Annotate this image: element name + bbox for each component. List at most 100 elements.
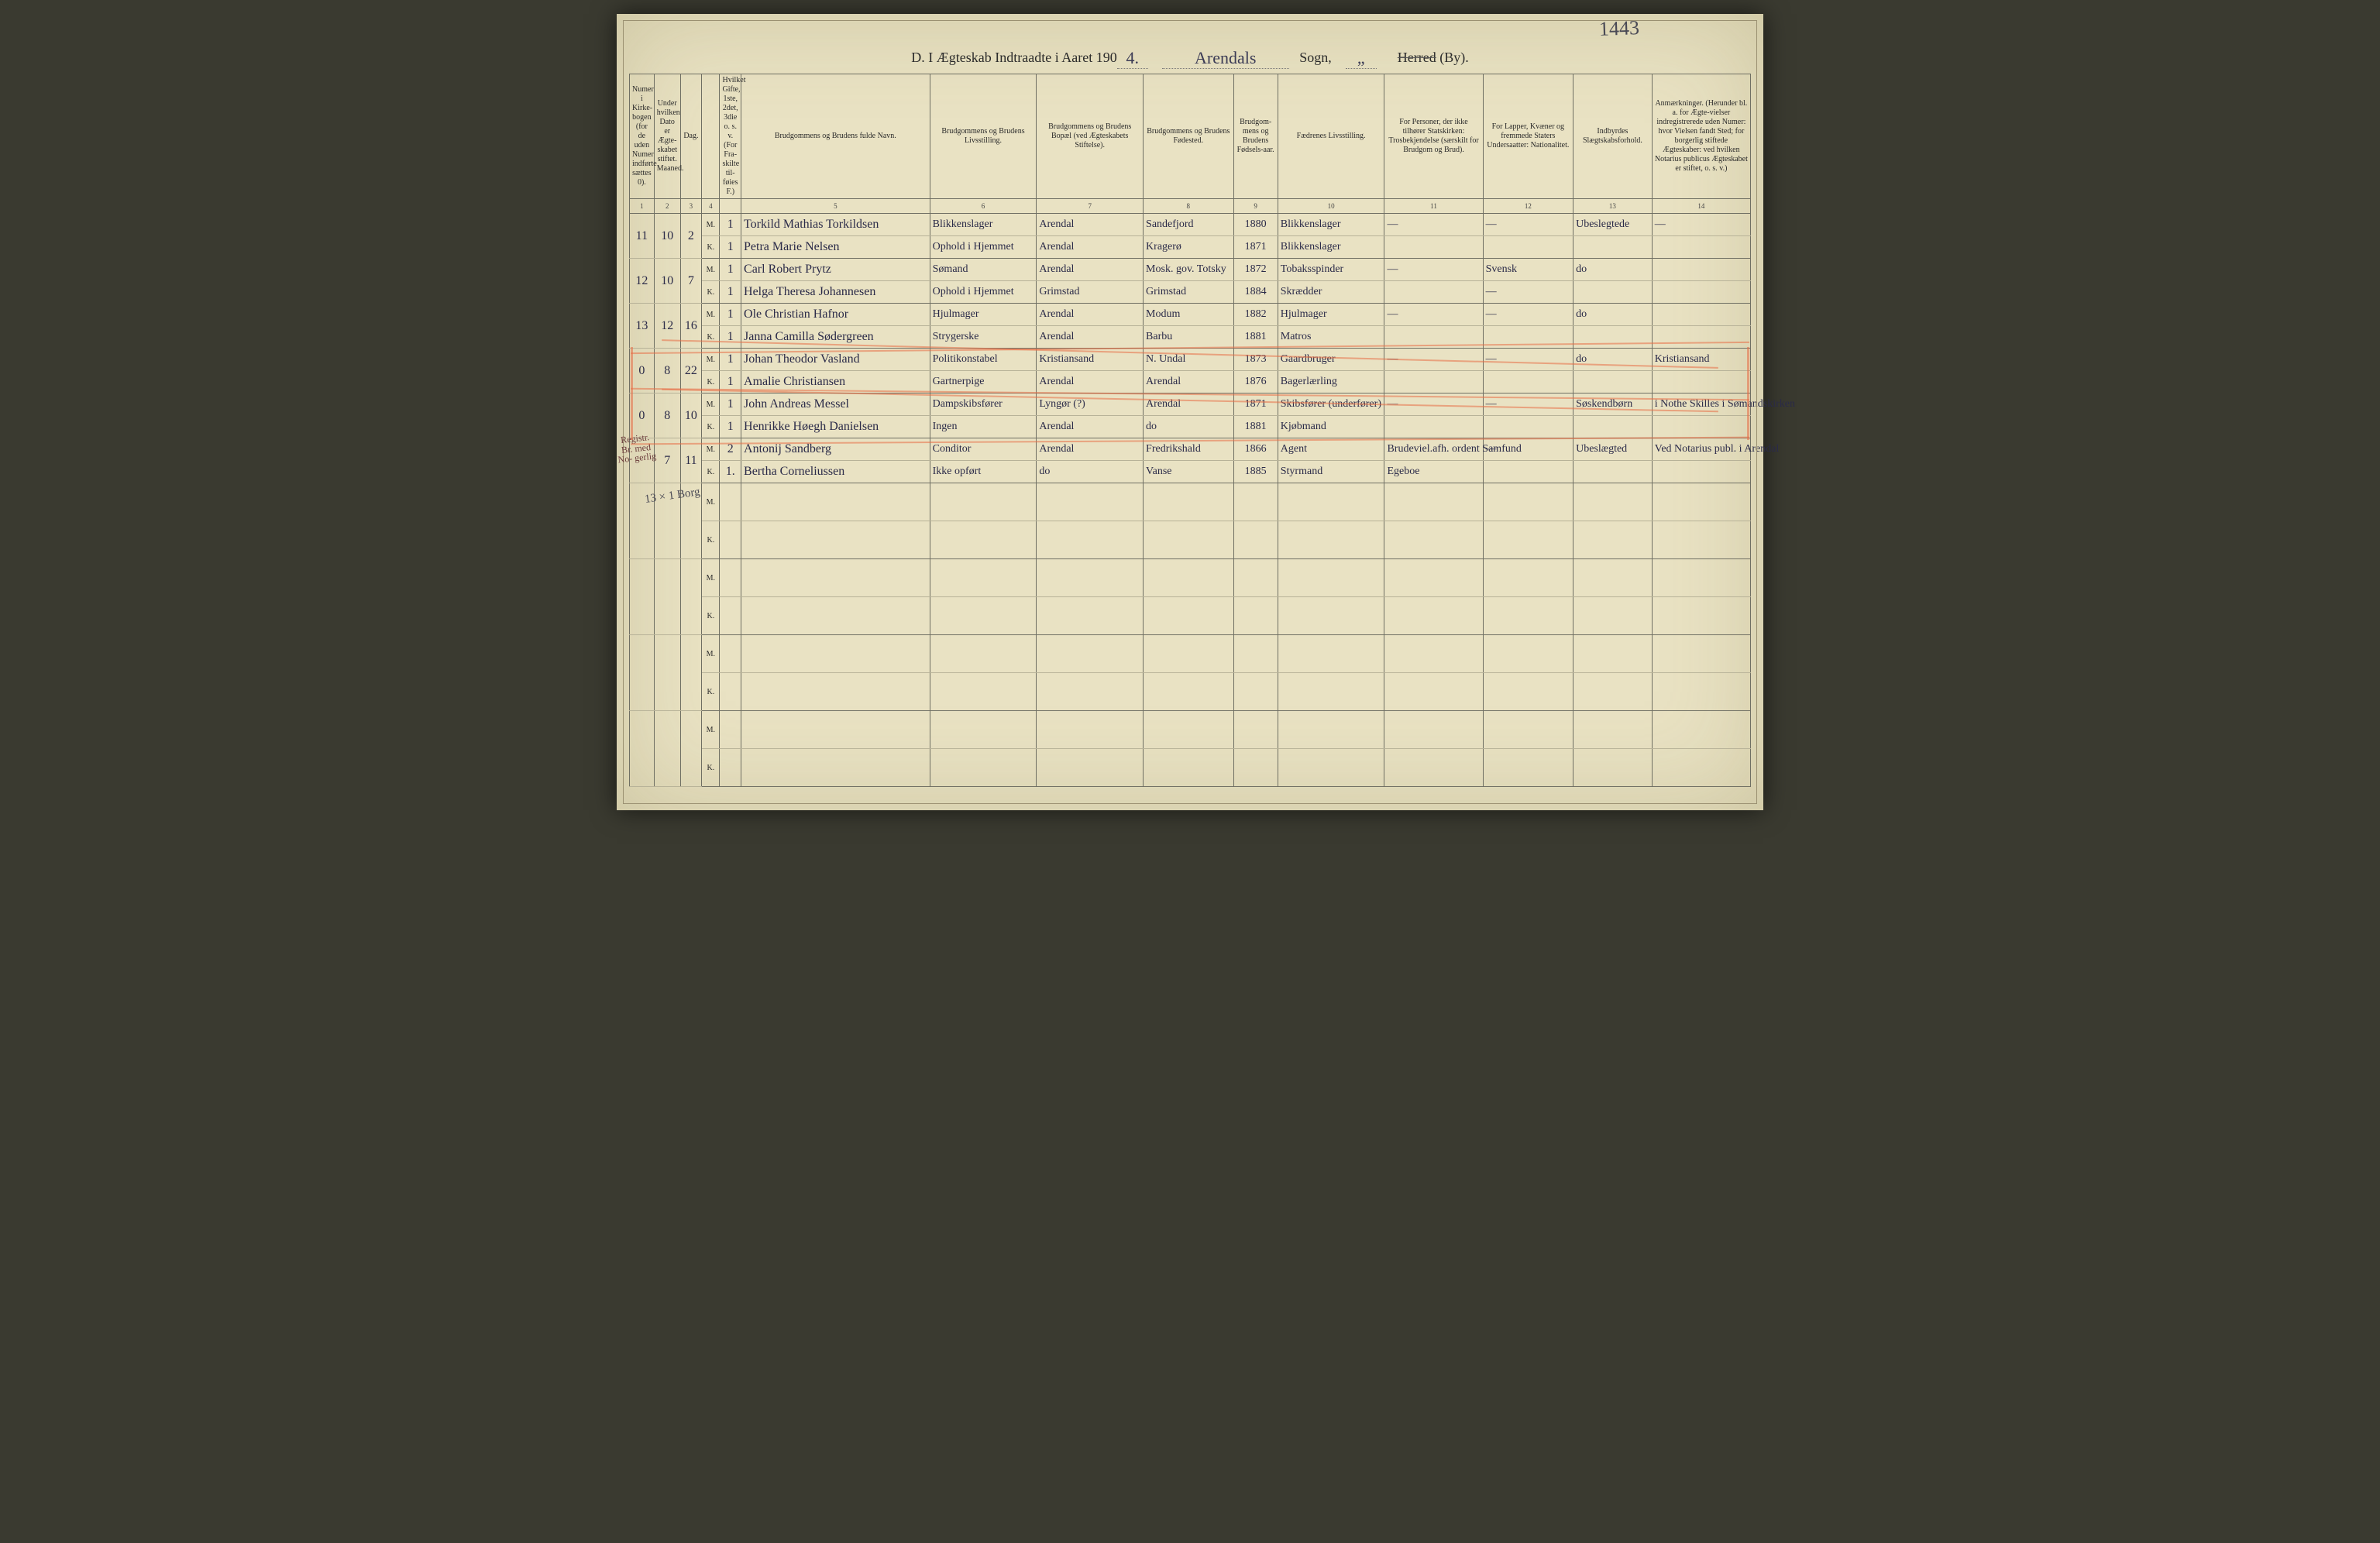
groom-nationality: — — [1483, 214, 1573, 236]
header-cell: Fædrenes Livsstilling. — [1278, 74, 1384, 199]
bride-father-occ: Blikkenslager — [1278, 236, 1384, 259]
groom-birthplace: N. Undal — [1144, 349, 1234, 371]
bride-nationality — [1483, 416, 1573, 438]
bride-occupation: Ikke opført — [930, 461, 1037, 483]
groom-religion: — — [1384, 304, 1483, 326]
sex-label-k: K. — [702, 521, 720, 559]
remark: Kristiansand — [1652, 349, 1750, 371]
marriage-ordinal: 1 — [720, 281, 741, 304]
table-row: 11102M.1Torkild Mathias TorkildsenBlikke… — [630, 214, 1751, 236]
sex-label-k: K. — [702, 371, 720, 393]
column-number: 13 — [1573, 199, 1653, 214]
groom-birthyear: 1866 — [1233, 438, 1278, 461]
marriage-ordinal: 1. — [720, 461, 741, 483]
groom-name: Torkild Mathias Torkildsen — [741, 214, 930, 236]
groom-occupation: Blikkenslager — [930, 214, 1037, 236]
column-number-row: 1234567891011121314 — [630, 199, 1751, 214]
column-number: 14 — [1652, 199, 1750, 214]
bride-birthplace: Barbu — [1144, 326, 1234, 349]
day: 11 — [680, 438, 702, 483]
header-cell: Numer i Kirke-bogen (for de uden Numer i… — [630, 74, 655, 199]
groom-religion: — — [1384, 259, 1483, 281]
marriage-ordinal: 2 — [720, 438, 741, 461]
folio-number: 1443 — [1598, 16, 1639, 41]
kinship: Ubeslægted — [1573, 438, 1653, 461]
day: 16 — [680, 304, 702, 349]
header-cell: Brudgommens og Brudens fulde Navn. — [741, 74, 930, 199]
bride-occupation: Ophold i Hjemmet — [930, 281, 1037, 304]
groom-residence: Arendal — [1037, 438, 1144, 461]
sex-label-k: K. — [702, 749, 720, 787]
table-row: K.1Janna Camilla SødergreenStrygerskeAre… — [630, 326, 1751, 349]
kinship — [1573, 371, 1653, 393]
groom-father-occ: Tobaksspinder — [1278, 259, 1384, 281]
column-number: 9 — [1233, 199, 1278, 214]
marriage-ordinal: 1 — [720, 304, 741, 326]
bride-name: Petra Marie Nelsen — [741, 236, 930, 259]
marriage-ordinal: 1 — [720, 214, 741, 236]
remark — [1652, 304, 1750, 326]
header-cell: Brudgom-mens og Brudens Fødsels-aar. — [1233, 74, 1278, 199]
sex-label-k: K. — [702, 461, 720, 483]
kinship: Ubeslegtede — [1573, 214, 1653, 236]
remark — [1652, 236, 1750, 259]
sex-label-k: K. — [702, 281, 720, 304]
entry-number: 0 — [630, 349, 655, 393]
remark — [1652, 326, 1750, 349]
bride-religion — [1384, 236, 1483, 259]
groom-residence: Kristiansand — [1037, 349, 1144, 371]
marriage-ordinal: 1 — [720, 326, 741, 349]
table-row: K. — [630, 597, 1751, 635]
bride-birthyear: 1881 — [1233, 416, 1278, 438]
bride-occupation: Ingen — [930, 416, 1037, 438]
column-number: 5 — [741, 199, 930, 214]
groom-father-occ: Blikkenslager — [1278, 214, 1384, 236]
groom-residence: Arendal — [1037, 304, 1144, 326]
marriage-ordinal: 1 — [720, 416, 741, 438]
entry-number: 12 — [630, 259, 655, 304]
bride-father-occ: Bagerlærling — [1278, 371, 1384, 393]
table-row: K.1Amalie ChristiansenGartnerpigeArendal… — [630, 371, 1751, 393]
remark — [1652, 371, 1750, 393]
groom-nationality: — — [1483, 438, 1573, 461]
page-title: D. I Ægteskab Indtraadte i Aaret 1904. A… — [629, 46, 1751, 67]
sex-label-m: M. — [702, 438, 720, 461]
bride-residence: Arendal — [1037, 416, 1144, 438]
entry-number: 13 — [630, 304, 655, 349]
bride-nationality — [1483, 371, 1573, 393]
remark — [1652, 461, 1750, 483]
title-herred: Herred — [1398, 50, 1436, 65]
table-row: 131216M.1Ole Christian HafnorHjulmagerAr… — [630, 304, 1751, 326]
kinship — [1573, 461, 1653, 483]
header-cell: Dag. — [680, 74, 702, 199]
title-sogn-label: Sogn, — [1299, 50, 1332, 65]
marriage-ordinal: 1 — [720, 371, 741, 393]
groom-birthplace: Sandefjord — [1144, 214, 1234, 236]
title-year-suffix: 4. — [1117, 48, 1148, 69]
month: 12 — [654, 304, 680, 349]
groom-birthyear: 1880 — [1233, 214, 1278, 236]
marriage-ordinal: 1 — [720, 236, 741, 259]
bride-residence: do — [1037, 461, 1144, 483]
day: 7 — [680, 259, 702, 304]
groom-occupation: Conditor — [930, 438, 1037, 461]
bride-religion — [1384, 371, 1483, 393]
day: 2 — [680, 214, 702, 259]
sex-label-k: K. — [702, 236, 720, 259]
column-number: 10 — [1278, 199, 1384, 214]
groom-birthplace: Modum — [1144, 304, 1234, 326]
header-cell: For Personer, der ikke tilhører Statskir… — [1384, 74, 1483, 199]
sex-label-m: M. — [702, 711, 720, 749]
groom-occupation: Sømand — [930, 259, 1037, 281]
bride-birthyear: 1884 — [1233, 281, 1278, 304]
kinship: do — [1573, 259, 1653, 281]
table-row: K.1Henrikke Høegh DanielsenIngenArendald… — [630, 416, 1751, 438]
column-number: 4 — [702, 199, 720, 214]
day: 22 — [680, 349, 702, 393]
sex-label-m: M. — [702, 214, 720, 236]
column-number — [720, 199, 741, 214]
marriage-ordinal: 1 — [720, 393, 741, 416]
groom-religion: — — [1384, 214, 1483, 236]
remark — [1652, 259, 1750, 281]
column-number: 7 — [1037, 199, 1144, 214]
